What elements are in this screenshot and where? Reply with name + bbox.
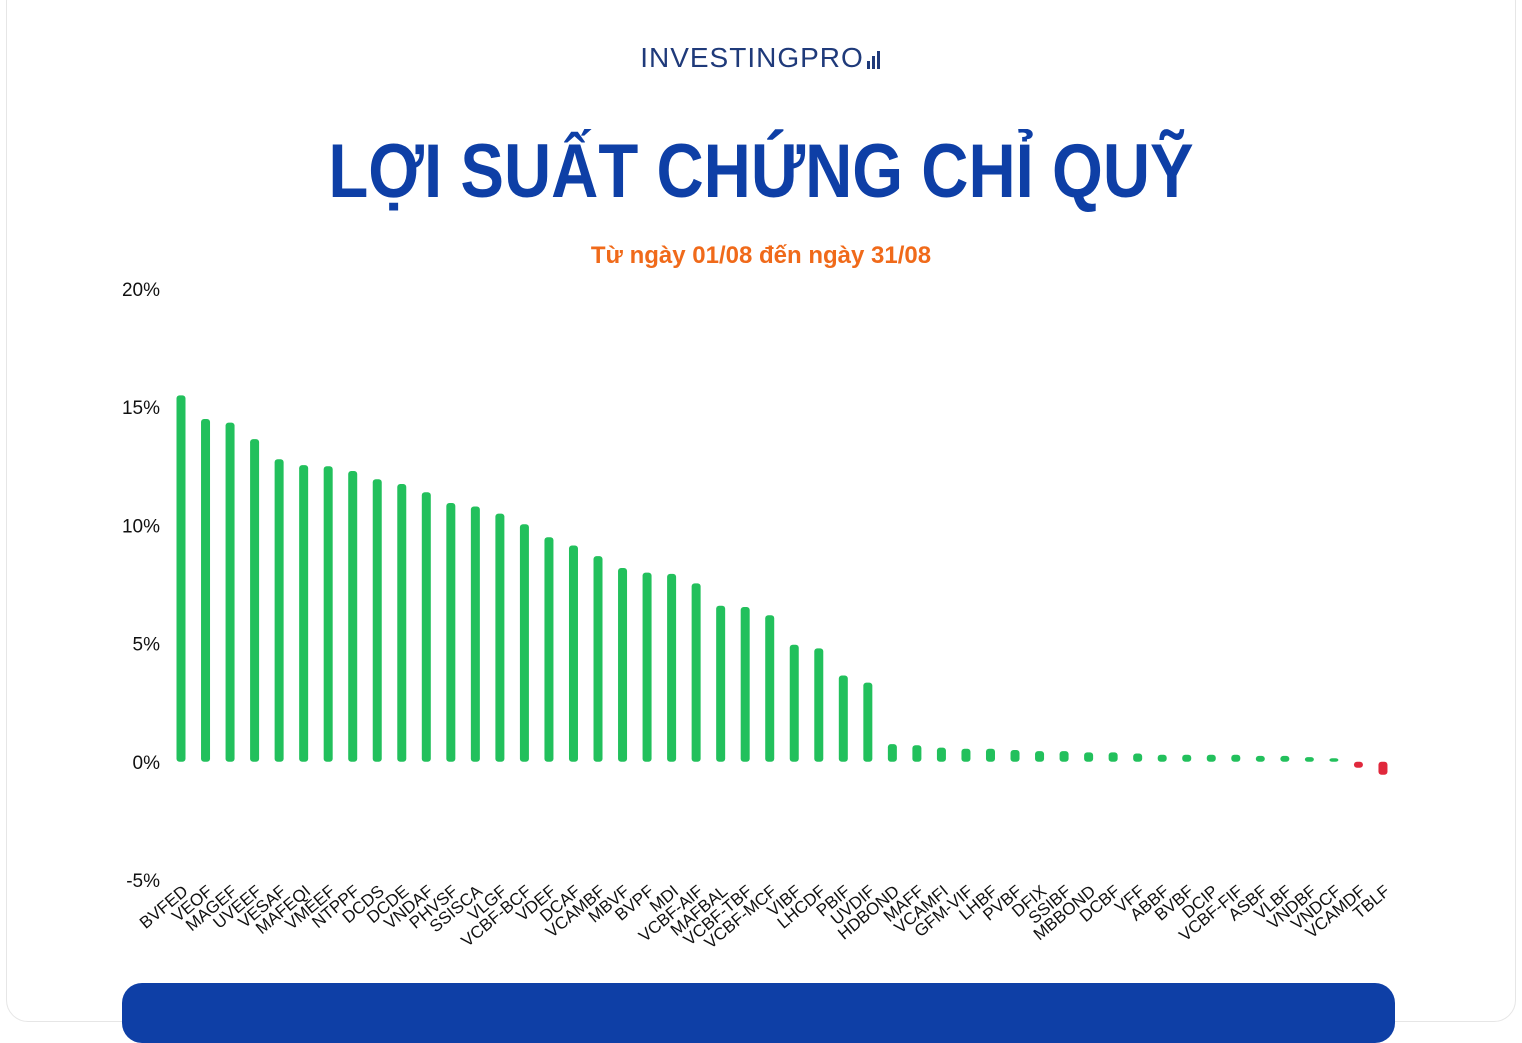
- y-tick-label: 5%: [133, 635, 161, 656]
- bar-dcbf: [1108, 752, 1118, 762]
- bar-vcbf-bcf: [519, 524, 529, 762]
- bar-abbf: [1157, 754, 1167, 762]
- bar-veof: [201, 419, 211, 762]
- bar-asbf: [1255, 755, 1265, 762]
- bar-mdi: [667, 573, 677, 762]
- bar-vcbf-aif: [691, 583, 701, 762]
- bar-gfm-vif: [961, 748, 971, 762]
- bar-ssisca: [470, 506, 480, 762]
- y-tick-label: 20%: [122, 280, 160, 301]
- bar-dcds: [372, 479, 382, 762]
- bar-vcbf-mcf: [765, 615, 775, 762]
- y-axis: 20% 15% 10% 5% 0% -5%: [122, 280, 160, 892]
- bar-vlgf: [495, 513, 505, 762]
- bar-chart-icon: [866, 44, 882, 76]
- bar-vlbf: [1280, 755, 1290, 762]
- bar-lhbf: [985, 748, 995, 762]
- x-axis-labels: BVFEDVEOFMAGEFUVEEFVESAFMAFEQIVMEEFNTPPF…: [136, 881, 1394, 952]
- bar-bvbf: [1182, 754, 1192, 762]
- bar-hdbond: [887, 744, 897, 762]
- bar-vff: [1133, 753, 1143, 762]
- bar-vndcf: [1329, 758, 1339, 762]
- bar-mafbal: [716, 605, 726, 762]
- bar-vcbf-fif: [1231, 754, 1241, 762]
- bar-tblf: [1378, 761, 1388, 775]
- bar-vcamdf: [1353, 761, 1363, 768]
- bar-mbvf: [618, 567, 628, 762]
- y-tick-label: 10%: [122, 516, 160, 537]
- brand-logo: INVESTINGPRO: [0, 42, 1522, 76]
- bar-mbbond: [1084, 752, 1094, 762]
- bar-chart: 20% 15% 10% 5% 0% -5% BVFEDVEOFMAGEFUVEEFVESA…: [122, 280, 1394, 953]
- bar-pvbf: [1010, 749, 1020, 762]
- bar-uvdif: [863, 682, 873, 762]
- bar-dcde: [397, 484, 407, 762]
- bar-ntppf: [348, 471, 358, 762]
- page-title: LỢI SUẤT CHỨNG CHỈ QUỸ: [328, 129, 1194, 214]
- y-tick-label: -5%: [126, 871, 160, 892]
- bar-dcaf: [568, 545, 578, 762]
- bar-ssibf: [1059, 751, 1069, 762]
- bar-vmeef: [323, 466, 333, 762]
- y-tick-label: 15%: [122, 398, 160, 419]
- bar-vcamfi: [936, 747, 946, 762]
- bar-vndaf: [421, 492, 431, 762]
- footer-banner: [122, 983, 1395, 1043]
- bar-vesaf: [274, 459, 284, 762]
- bar-vdef: [544, 537, 554, 762]
- brand-text: INVESTINGPRO: [640, 42, 864, 73]
- bar-phvsf: [446, 502, 456, 762]
- bar-maff: [912, 745, 922, 762]
- page-subtitle: Từ ngày 01/08 đến ngày 31/08: [590, 242, 932, 269]
- bar-pbif: [838, 675, 848, 762]
- bar-vcbf-tbf: [740, 606, 750, 762]
- bar-uveef: [250, 439, 260, 762]
- bar-magef: [225, 422, 235, 762]
- bar-vndbf: [1304, 757, 1314, 762]
- y-tick-label: 0%: [133, 753, 161, 774]
- bar-mafeqi: [299, 465, 309, 762]
- bar-lhcdf: [814, 648, 824, 762]
- bars-group: [176, 395, 1388, 775]
- bar-vibf: [789, 644, 799, 762]
- bar-bvpf: [642, 572, 652, 762]
- bar-bvfed: [176, 395, 186, 762]
- bar-dcip: [1206, 754, 1216, 762]
- bar-vcambf: [593, 556, 603, 762]
- bar-dfix: [1035, 751, 1045, 762]
